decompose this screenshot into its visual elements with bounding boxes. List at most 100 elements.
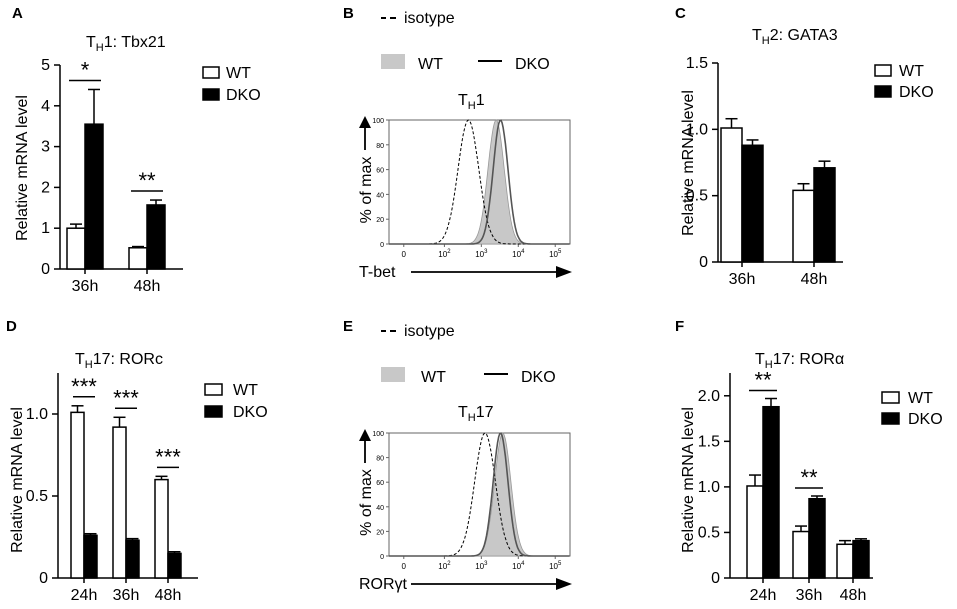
y-tick-label: 2.0 <box>698 388 720 405</box>
panel-b-title: TH1 <box>458 92 485 112</box>
curve-isotype-dashed <box>389 119 570 245</box>
histogram-xlabel: RORγt <box>359 576 408 593</box>
x-tick-label: 102 <box>438 249 451 259</box>
y-tick-label: 0 <box>39 570 48 587</box>
significance-marker: ** <box>800 465 818 490</box>
y-tick-label: 80 <box>376 456 384 463</box>
x-tick-label: 24h <box>750 587 777 604</box>
bar-wt-48h <box>836 543 854 579</box>
legend-label-wt: WT <box>418 56 443 73</box>
y-tick-label: 0 <box>711 570 720 587</box>
panel-f-ylabel: Relative mRNA level <box>680 407 697 553</box>
curve-wt-filled <box>389 119 570 245</box>
histogram-frame <box>388 432 571 557</box>
panel-a-legend: WT DKO <box>202 65 261 104</box>
panel-d-legend: WT DKO <box>204 382 268 421</box>
panel-f: F TH17: RORα Relative mRNA level 0 0.5 1.0… <box>675 318 943 604</box>
histogram-frame <box>388 119 571 245</box>
panel-letter-d: D <box>6 318 17 335</box>
legend-swatch-wt <box>874 64 892 77</box>
legend-swatch-wt-filled <box>381 54 405 69</box>
y-tick-label: 0 <box>41 261 50 278</box>
x-axis-arrowhead <box>556 266 572 278</box>
y-tick-label: 1.0 <box>26 406 48 423</box>
x-tick-label: 104 <box>512 249 525 259</box>
bar-wt-36h <box>66 227 86 270</box>
y-tick-label: 0 <box>380 554 384 561</box>
legend-swatch-wt <box>881 391 900 404</box>
y-tick-label: 1.5 <box>698 433 720 450</box>
bar-wt-48h <box>154 478 169 579</box>
bar-dko-36h <box>741 144 764 263</box>
panel-f-plot: 0 0.5 1.0 1.5 2.0 24h ** 36h ** 48h <box>698 368 873 604</box>
x-tick-label: 48h <box>840 587 867 604</box>
y-axis-arrowhead <box>359 429 371 441</box>
y-tick-label: 40 <box>376 505 384 512</box>
y-tick-label: 0.5 <box>698 524 720 541</box>
legend-label-wt: WT <box>908 390 933 407</box>
panel-c-title: TH2: GATA3 <box>752 27 838 47</box>
y-tick-label: 2 <box>41 179 50 196</box>
bar-dko-48h <box>852 539 870 579</box>
x-tick-label: 24h <box>71 587 98 604</box>
panel-a-title: TH1: Tbx21 <box>86 34 166 54</box>
x-tick-label: 105 <box>549 561 562 571</box>
panel-letter-c: C <box>675 5 686 22</box>
y-axis-arrowhead <box>359 116 371 128</box>
bar-dko-36h <box>808 497 826 579</box>
panel-a-ylabel: Relative mRNA level <box>14 95 31 241</box>
x-tick-label: 36h <box>72 278 99 295</box>
x-tick-label: 36h <box>113 587 140 604</box>
panel-f-title: TH17: RORα <box>755 351 844 371</box>
legend-swatch-dko <box>881 412 900 425</box>
panel-e-title: TH17 <box>458 404 494 424</box>
x-tick-label: 102 <box>438 561 451 571</box>
panel-letter-f: F <box>675 318 684 335</box>
x-tick-label: 36h <box>796 587 823 604</box>
legend-swatch-wt <box>204 383 223 396</box>
y-tick-label: 4 <box>41 98 50 115</box>
bar-wt-24h <box>746 485 764 579</box>
curve-wt-filled <box>389 432 570 557</box>
y-tick-label: 20 <box>376 217 384 224</box>
legend-swatch-dko <box>202 88 220 101</box>
y-tick-label: 60 <box>376 480 384 487</box>
bar-wt-48h <box>792 189 815 263</box>
legend-label-isotype: isotype <box>404 10 455 27</box>
bar-dko-24h <box>83 534 98 579</box>
significance-marker: *** <box>113 385 139 410</box>
bar-dko-48h <box>167 552 182 579</box>
panel-a-plot: 0 1 2 3 4 5 36h * 48h ** <box>41 57 183 295</box>
bar-dko-36h <box>84 123 104 270</box>
panel-e: E isotype WT DKO TH17 0 20 40 60 80 100 0 102 10… <box>343 318 572 593</box>
panel-c-ylabel: Relative mRNA level <box>680 90 697 236</box>
significance-marker: ** <box>138 168 156 193</box>
bar-dko-36h <box>125 539 140 579</box>
panel-letter-b: B <box>343 5 354 22</box>
x-tick-label: 48h <box>155 587 182 604</box>
y-tick-label: 100 <box>372 118 384 125</box>
x-tick-label: 105 <box>549 249 562 259</box>
curve-isotype-dashed <box>389 432 570 557</box>
panel-c-legend: WT DKO <box>874 63 934 101</box>
legend-label-wt: WT <box>226 65 251 82</box>
bar-dko-48h <box>146 204 166 270</box>
legend-label-wt: WT <box>421 369 446 386</box>
y-tick-label: 1.0 <box>698 479 720 496</box>
y-tick-label: 1.0 <box>686 121 708 138</box>
panel-b-histogram: 0 20 40 60 80 100 0 102 103 104 105 % of max T-bet <box>358 116 572 281</box>
histogram-xlabel: T-bet <box>359 264 396 281</box>
y-tick-label: 0.5 <box>686 188 708 205</box>
legend-label-dko: DKO <box>899 84 934 101</box>
significance-marker: * <box>81 57 90 82</box>
y-tick-label: 100 <box>372 431 384 438</box>
y-tick-label: 5 <box>41 57 50 74</box>
y-tick-label: 1.5 <box>686 55 708 72</box>
legend-swatch-dko <box>204 405 223 418</box>
significance-marker: *** <box>71 374 97 399</box>
y-tick-label: 80 <box>376 143 384 150</box>
significance-marker: *** <box>155 444 181 469</box>
y-tick-label: 0 <box>699 254 708 271</box>
y-tick-label: 20 <box>376 529 384 536</box>
